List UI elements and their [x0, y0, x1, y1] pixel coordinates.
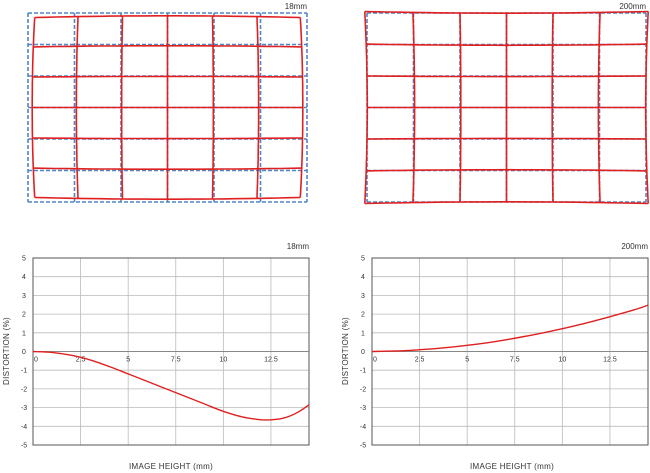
- y-tick-label-18mm: 3: [22, 293, 26, 300]
- distorted-grid-hline-200mm: [366, 137, 647, 140]
- y-tick-label-200mm: 3: [361, 293, 365, 300]
- x-tick-label-18mm: 0: [34, 357, 38, 364]
- y-tick-label-18mm: -2: [21, 386, 27, 393]
- x-tick-label-200mm: 5: [465, 357, 469, 364]
- y-tick-label-200mm: -5: [360, 443, 366, 450]
- y-tick-label-18mm: -3: [21, 405, 27, 412]
- distorted-grid-hline-200mm: [366, 75, 647, 78]
- y-tick-label-200mm: -1: [360, 368, 366, 375]
- x-axis-title-200mm: IMAGE HEIGHT (mm): [470, 462, 554, 471]
- x-tick-label-18mm: 10: [219, 357, 227, 364]
- distortion-grid-18mm: 18mm: [27, 2, 308, 203]
- distortion-chart-18mm: 18mm IMAGE HEIGHT (mm) DISTORTION (%) 5 4…: [2, 242, 310, 471]
- distorted-grid-hline-200mm: [364, 201, 649, 205]
- y-tick-label-200mm: 4: [361, 274, 365, 281]
- y-tick-label-18mm: -1: [21, 368, 27, 375]
- distortion-curve-200mm: [371, 304, 649, 353]
- y-tick-label-200mm: -2: [360, 386, 366, 393]
- x-tick-label-18mm: 5: [126, 357, 130, 364]
- distortion-curve-18mm: [32, 350, 310, 421]
- y-axis-title-18mm: DISTORTION (%): [2, 317, 11, 385]
- x-tick-label-200mm: 2.5: [415, 357, 425, 364]
- y-tick-label-200mm: 1: [361, 330, 365, 337]
- y-tick-label-18mm: 0: [22, 349, 26, 356]
- distorted-grid-hline-200mm: [366, 43, 647, 47]
- grid-focal-label-18mm: 18mm: [285, 2, 308, 11]
- y-tick-label-18mm: 5: [22, 256, 26, 263]
- distorted-grid-hline-200mm: [364, 10, 649, 14]
- chart-title-18mm: 18mm: [287, 242, 310, 251]
- x-tick-label-200mm: 12.5: [603, 357, 617, 364]
- y-tick-label-200mm: 2: [361, 312, 365, 319]
- distorted-grid-hline-18mm: [34, 15, 301, 19]
- x-tick-label-18mm: 2.5: [76, 357, 86, 364]
- y-tick-label-200mm: 5: [361, 256, 365, 263]
- y-tick-label-200mm: -4: [360, 424, 366, 431]
- x-axis-title-18mm: IMAGE HEIGHT (mm): [129, 462, 213, 471]
- distorted-grid-hline-18mm: [34, 196, 301, 200]
- y-tick-label-200mm: -3: [360, 405, 366, 412]
- x-tick-label-200mm: 7.5: [510, 357, 520, 364]
- y-tick-label-18mm: 1: [22, 330, 26, 337]
- x-tick-label-18mm: 7.5: [171, 357, 181, 364]
- distorted-grid-hline-18mm: [32, 137, 303, 140]
- x-tick-label-200mm: 0: [373, 357, 377, 364]
- y-tick-label-18mm: -5: [21, 443, 27, 450]
- distortion-grid-200mm: 200mm: [364, 2, 649, 205]
- x-tick-label-200mm: 10: [558, 357, 566, 364]
- distorted-grid-hline-18mm: [33, 167, 302, 170]
- distortion-chart-200mm: 200mm IMAGE HEIGHT (mm) DISTORTION (%) 5…: [341, 242, 649, 471]
- distorted-grid-hline-200mm: [366, 168, 647, 172]
- chart-title-200mm: 200mm: [621, 242, 648, 251]
- y-tick-label-18mm: 2: [22, 312, 26, 319]
- distorted-grid-hline-18mm: [32, 75, 303, 78]
- y-axis-title-200mm: DISTORTION (%): [341, 317, 350, 385]
- y-tick-label-18mm: -4: [21, 424, 27, 431]
- y-tick-label-200mm: 0: [361, 349, 365, 356]
- x-tick-label-18mm: 12.5: [264, 357, 278, 364]
- distorted-grid-hline-18mm: [33, 45, 302, 48]
- grid-focal-label-200mm: 200mm: [619, 2, 646, 11]
- y-tick-label-18mm: 4: [22, 274, 26, 281]
